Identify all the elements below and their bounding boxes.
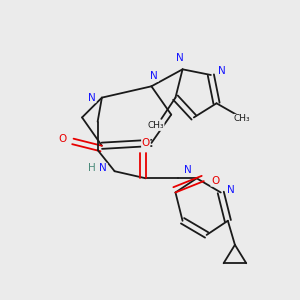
Text: N: N [99, 164, 107, 173]
Text: N: N [150, 71, 158, 81]
Text: O: O [58, 134, 66, 144]
Text: O: O [211, 176, 219, 186]
Text: N: N [184, 165, 192, 175]
Text: N: N [218, 66, 226, 76]
Text: N: N [176, 53, 184, 63]
Text: N: N [88, 93, 96, 103]
Text: CH₃: CH₃ [147, 122, 164, 130]
Text: H: H [88, 164, 96, 173]
Text: N: N [227, 184, 235, 195]
Text: O: O [142, 138, 150, 148]
Text: CH₃: CH₃ [234, 114, 250, 123]
